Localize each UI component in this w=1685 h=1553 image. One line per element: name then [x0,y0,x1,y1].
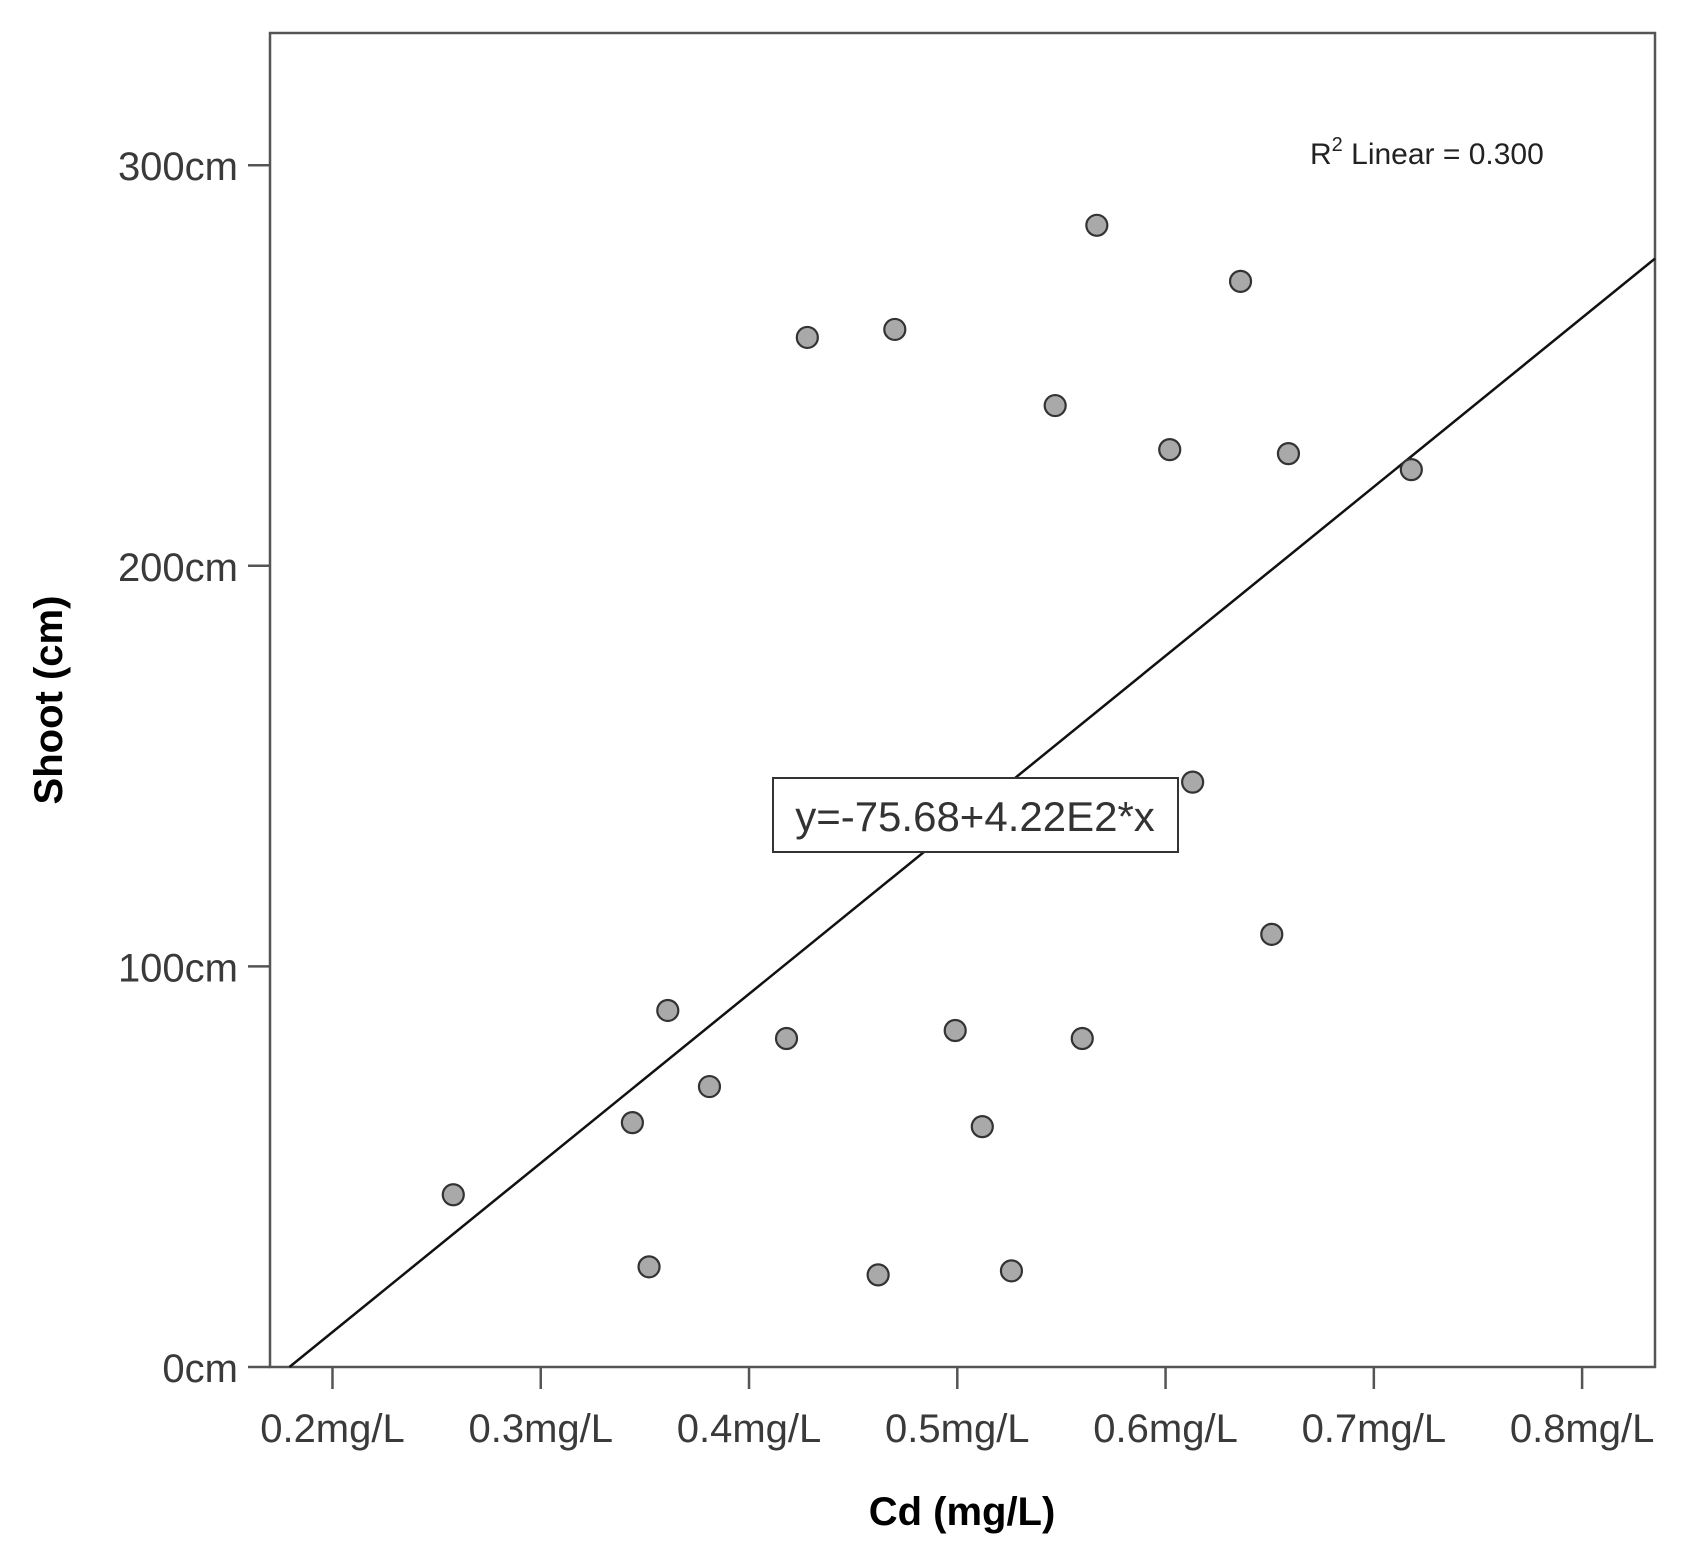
x-tick-label: 0.2mg/L [260,1407,405,1451]
equation-label: y=-75.68+4.22E2*x [772,777,1179,853]
data-points [441,213,1423,1287]
y-tick-label: 0cm [162,1347,238,1391]
data-point [656,998,680,1023]
x-axis-title: Cd (mg/L) [869,1490,1056,1534]
plot-frame [268,31,1657,1369]
data-point [866,1263,890,1287]
y-tick-label: 200cm [118,546,238,590]
data-point [1158,438,1182,462]
x-tick-label: 0.6mg/L [1093,1407,1238,1451]
y-tick-label: 300cm [118,145,238,189]
x-tick-label: 0.3mg/L [468,1407,613,1451]
r2-annotation: R2 Linear = 0.300 [1310,134,1544,171]
data-point [774,1026,799,1051]
data-point [1276,442,1301,466]
data-point [620,1111,644,1135]
data-point [1260,922,1284,946]
data-point [883,317,907,342]
data-point [441,1183,465,1207]
x-tick-label: 0.4mg/L [677,1407,822,1451]
data-point [999,1259,1024,1283]
x-tick-label: 0.7mg/L [1302,1407,1447,1451]
equation-text: y=-75.68+4.22E2*x [795,793,1155,840]
data-point [943,1018,967,1043]
data-point [1399,458,1423,482]
data-point [697,1074,722,1099]
data-point [1228,269,1253,293]
y-axis-title: Shoot (cm) [27,596,71,805]
x-axis: 0.2mg/L 0.3mg/L 0.4mg/L 0.5mg/L 0.6mg/L 0.7mg… [260,1367,1654,1451]
x-tick-label: 0.8mg/L [1510,1407,1655,1451]
data-point [1070,1026,1094,1051]
equation-box [772,777,1179,853]
x-tick-label: 0.5mg/L [885,1407,1030,1451]
data-point [1181,770,1205,794]
data-point [637,1255,661,1279]
data-point [970,1115,994,1139]
y-axis: 0cm 100cm 200cm 300cm [118,145,270,1391]
data-point [1043,393,1067,418]
data-point [795,325,819,350]
y-tick-label: 100cm [118,946,238,990]
data-point [1085,213,1109,237]
